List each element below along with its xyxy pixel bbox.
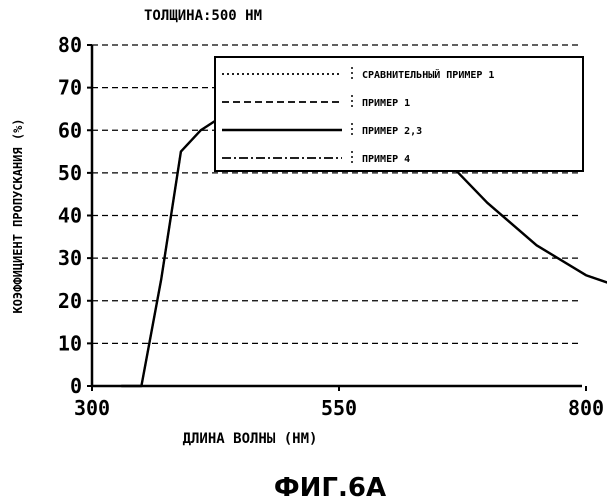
legend-label-2: ПРИМЕР 1: [362, 98, 410, 109]
x-tick-label-550: 550: [321, 396, 357, 420]
y-tick-label-70: 70: [58, 76, 82, 100]
figure-label: ФИГ.6А: [274, 473, 386, 500]
chart-figure: ТОЛЩИНА:500 НМ 0 10 20 30 40 50 60 70 80 300 550 8…: [0, 0, 607, 500]
y-tick-label-50: 50: [58, 161, 82, 185]
y-tick-label-80: 80: [58, 33, 82, 57]
y-tick-label-30: 30: [58, 246, 82, 270]
y-tick-label-10: 10: [58, 331, 82, 355]
x-tick-label-800: 800: [568, 396, 604, 420]
x-tick-label-300: 300: [74, 396, 110, 420]
y-tick-label-20: 20: [58, 289, 82, 313]
y-tick-label-60: 60: [58, 118, 82, 142]
x-axis-label: ДЛИНА ВОЛНЫ (НМ): [183, 431, 318, 447]
y-tick-label-40: 40: [58, 204, 82, 228]
legend-label-4: ПРИМЕР 4: [362, 154, 410, 165]
y-axis-label: КОЭФФИЦИЕНТ ПРОПУСКАНИЯ (%): [11, 118, 25, 313]
legend-label-1: СРАВНИТЕЛЬНЫЙ ПРИМЕР 1: [362, 68, 494, 81]
legend-label-3: ПРИМЕР 2,3: [362, 126, 422, 137]
chart-subtitle: ТОЛЩИНА:500 НМ: [144, 8, 262, 24]
y-tick-label-0: 0: [70, 374, 82, 398]
